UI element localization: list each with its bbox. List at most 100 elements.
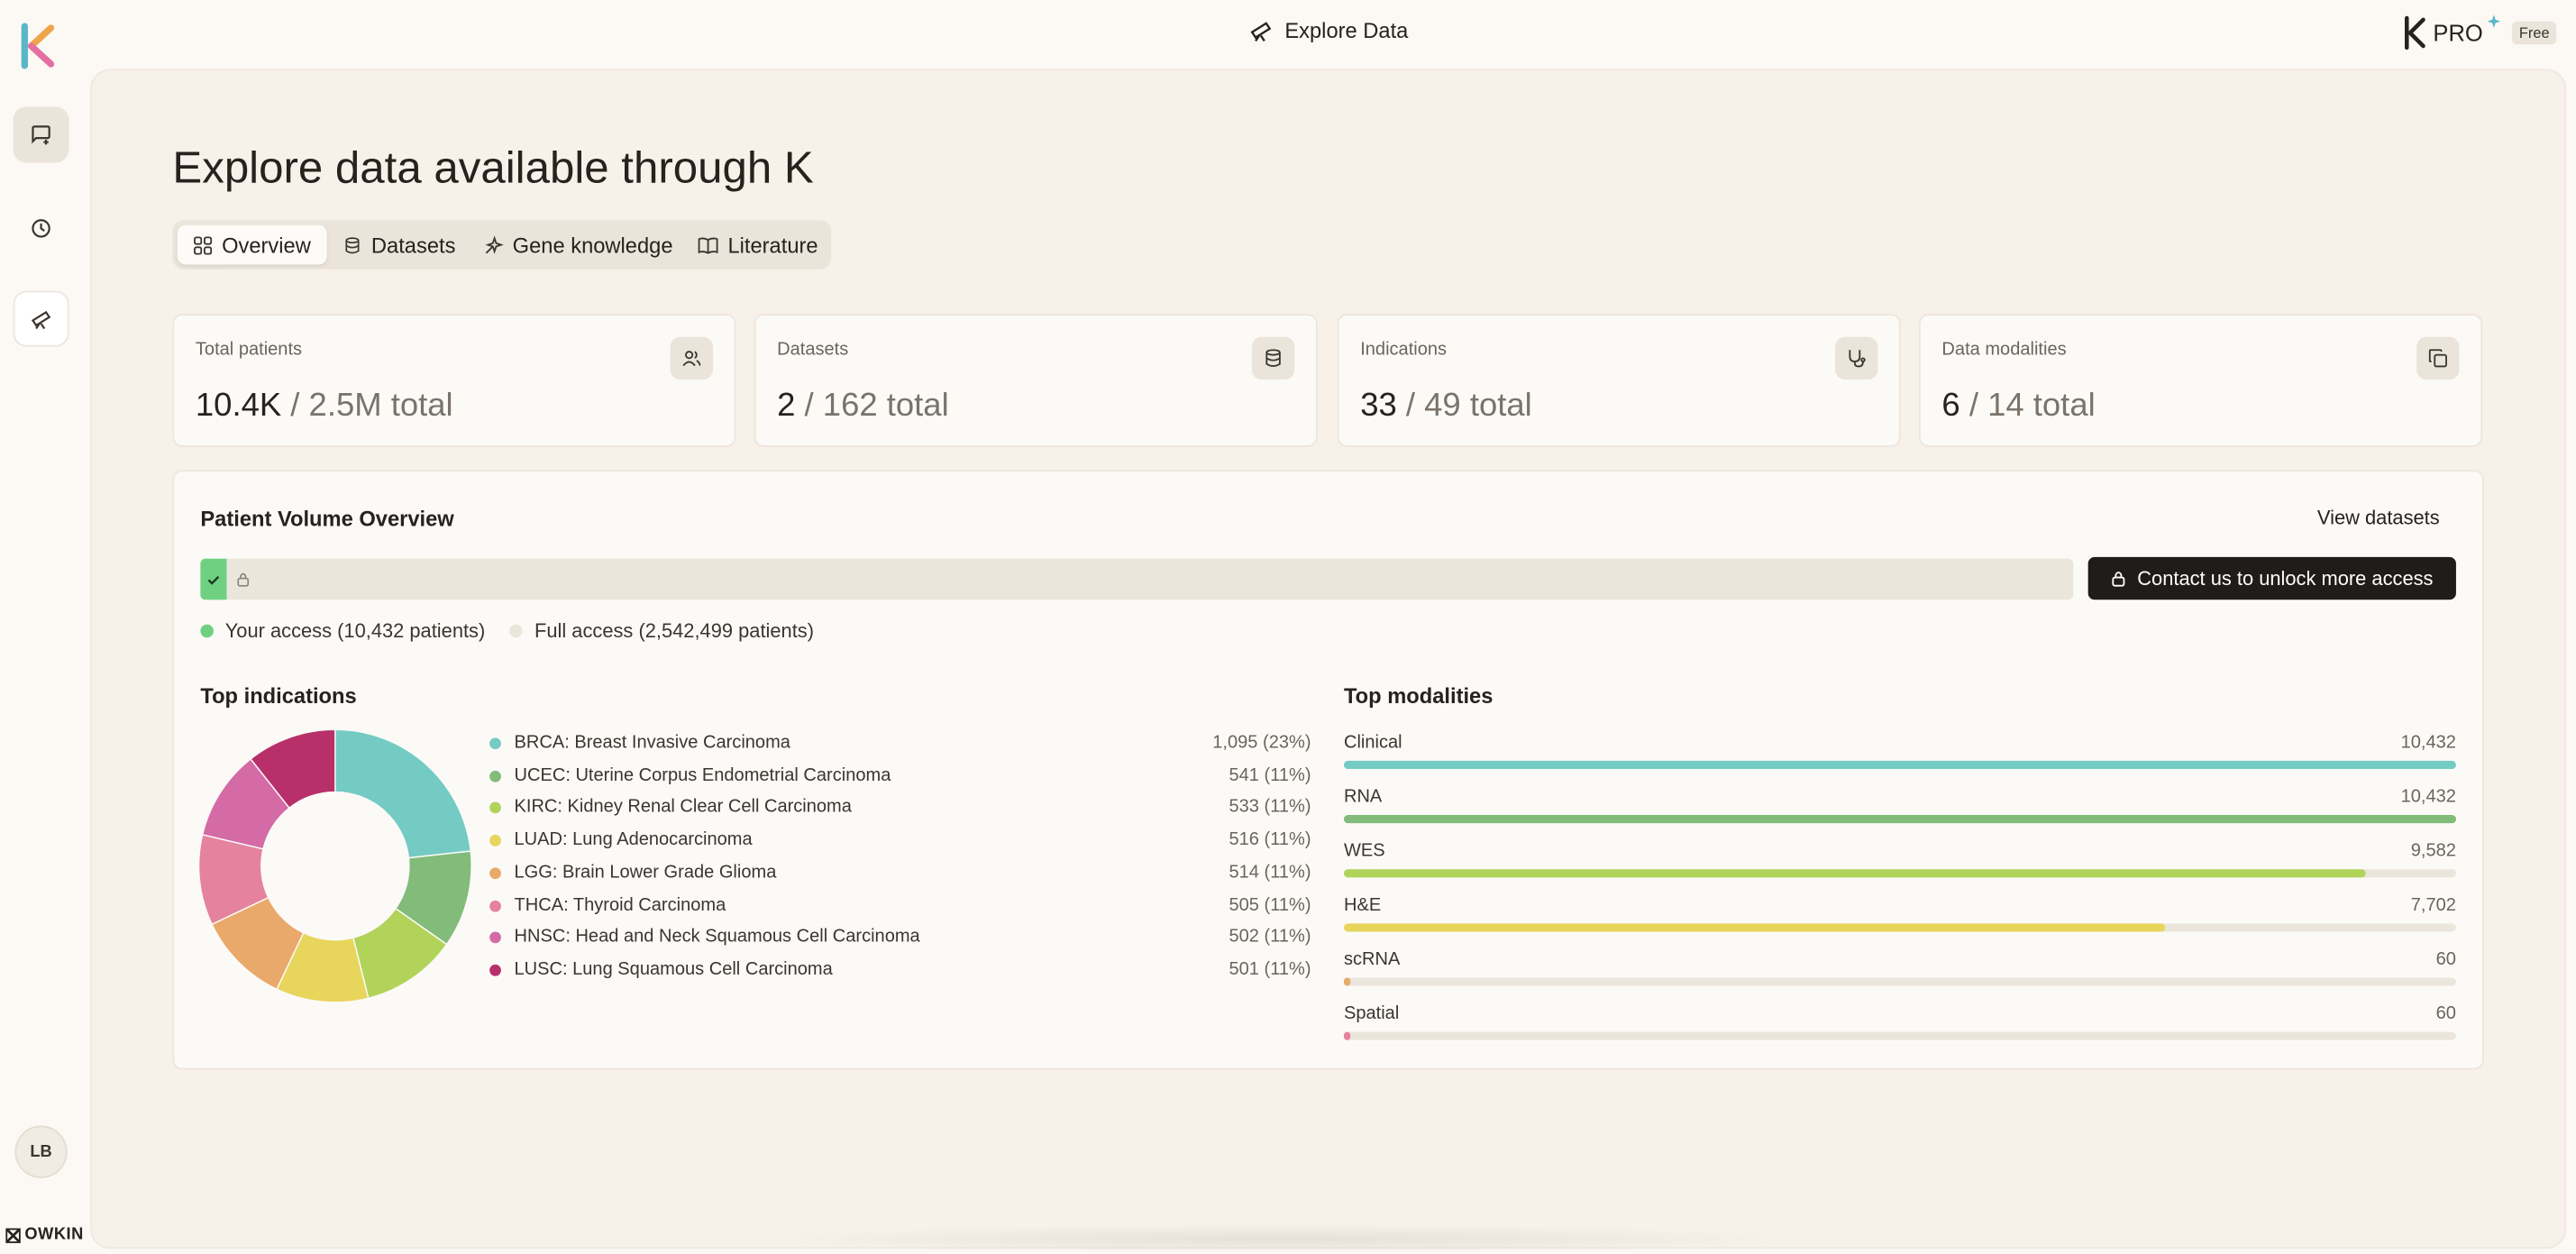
bar (1343, 760, 2456, 770)
legend-dot (489, 802, 501, 814)
tab-label: Datasets (370, 232, 456, 258)
new-chat-button[interactable] (13, 106, 69, 163)
history-button[interactable] (14, 200, 69, 256)
donut-segment (250, 728, 336, 810)
stat-label: Data modalities (1941, 340, 2067, 361)
tab-label: Gene knowledge (512, 232, 673, 258)
stat-card: Indications 33 / 49 total (1337, 314, 1901, 447)
indication-value: 501 (11%) (1229, 959, 1311, 980)
indication-label: LUAD: Lung Adenocarcinoma (514, 829, 753, 850)
stat-total: / 14 total (1969, 388, 2096, 425)
stat-label: Indications (1360, 340, 1448, 361)
indication-value: 533 (11%) (1229, 797, 1311, 818)
view-datasets-link[interactable]: View datasets (2316, 506, 2440, 529)
contact-button-text: Contact us to unlock more access (2137, 566, 2434, 590)
stat-icon (1834, 336, 1878, 380)
bar-track (1343, 1031, 2456, 1040)
explore-button[interactable] (13, 290, 69, 347)
modality-label: Clinical (1343, 732, 1402, 753)
indication-label: UCEC: Uterine Corpus Endometrial Carcino… (514, 764, 891, 785)
user-avatar[interactable]: LB (14, 1125, 68, 1178)
tab-label: Literature (727, 232, 818, 258)
stat-card: Total patients 10.4K / 2.5M total (172, 314, 736, 447)
bar (1343, 815, 2456, 824)
modality-value: 9,582 (2410, 841, 2456, 862)
legend-dot (489, 770, 501, 783)
modality-label: WES (1343, 841, 1385, 862)
access-bar (200, 558, 2074, 600)
stat-value: 6 / 14 total (1941, 388, 2095, 426)
access-bar-own (200, 558, 227, 600)
indication-label: LGG: Brain Lower Grade Glioma (514, 862, 777, 883)
indication-label: KIRC: Kidney Renal Clear Cell Carcinoma (514, 797, 852, 818)
bar (1343, 977, 1351, 986)
legend-dot (509, 624, 524, 638)
stat-icon (670, 336, 714, 380)
bar (1343, 1031, 1351, 1040)
legend-dot (489, 931, 501, 944)
owkin-text: OWKIN (24, 1225, 84, 1244)
legend-text: Full access (2,542,499 patients) (534, 619, 815, 643)
donut-segment (334, 728, 472, 859)
legend-dot (489, 867, 501, 879)
modality-label: scRNA (1343, 949, 1401, 970)
indication-value: 541 (11%) (1229, 764, 1311, 785)
stat-card: Data modalities 6 / 14 total (1918, 314, 2483, 447)
header-title: Explore Data (1248, 18, 1408, 42)
stat-number: 6 (1941, 388, 1960, 425)
brand: PRO Free (2402, 14, 2556, 50)
owkin-logo: OWKIN (5, 1226, 83, 1244)
stat-card: Datasets 2 / 162 total (754, 314, 1318, 447)
stat-total: / 49 total (1405, 388, 1532, 425)
modality-value: 7,702 (2410, 895, 2456, 916)
stat-total: / 2.5M total (290, 388, 453, 425)
legend-dot (489, 964, 501, 976)
stat-icon (2416, 336, 2460, 380)
stat-icon (1251, 336, 1295, 380)
tab-label: Overview (222, 232, 311, 258)
modality-value: 10,432 (2400, 787, 2456, 807)
modality-value: 60 (2435, 949, 2456, 970)
stat-label: Total patients (195, 340, 303, 361)
indication-value: 505 (11%) (1229, 894, 1311, 915)
modality-label: Spatial (1343, 1003, 1400, 1024)
indication-label: LUSC: Lung Squamous Cell Carcinoma (514, 959, 833, 980)
stat-number: 10.4K (195, 388, 282, 425)
stat-number: 2 (777, 388, 796, 425)
tab[interactable]: Overview (177, 224, 328, 265)
app-logo[interactable] (18, 23, 58, 69)
tab[interactable]: Literature (681, 225, 834, 265)
indication-label: THCA: Thyroid Carcinoma (514, 894, 726, 915)
legend-dot (489, 899, 501, 911)
tab[interactable]: Datasets (327, 225, 472, 265)
access-legend: Your access (10,432 patients) Full acces… (200, 619, 814, 643)
legend-dot (489, 737, 501, 750)
bar-track (1343, 977, 2456, 986)
bar (1343, 923, 2166, 932)
indications-title: Top indications (200, 683, 357, 709)
indication-value: 514 (11%) (1229, 862, 1311, 883)
bottom-shadow (755, 1223, 1807, 1254)
tab[interactable]: Gene knowledge (468, 225, 689, 265)
legend-dot (489, 835, 501, 847)
stat-value: 33 / 49 total (1360, 388, 1532, 426)
header-title-text: Explore Data (1284, 18, 1409, 43)
stat-value: 2 / 162 total (777, 388, 949, 426)
brand-text: PRO (2433, 19, 2483, 47)
stat-value: 10.4K / 2.5M total (196, 388, 453, 426)
indication-value: 516 (11%) (1229, 829, 1311, 850)
legend-dot (200, 624, 214, 638)
bar (1343, 869, 2366, 878)
indication-value: 502 (11%) (1229, 927, 1311, 947)
modality-label: RNA (1343, 787, 1383, 807)
modalities-title: Top modalities (1343, 683, 1494, 709)
page-title: Explore data available through K (172, 142, 814, 193)
modality-value: 60 (2435, 1003, 2456, 1024)
contact-button[interactable]: Contact us to unlock more access (2087, 556, 2456, 600)
modality-value: 10,432 (2400, 732, 2456, 753)
stat-total: / 162 total (804, 388, 949, 425)
indication-value: 1,095 (23%) (1212, 732, 1311, 753)
